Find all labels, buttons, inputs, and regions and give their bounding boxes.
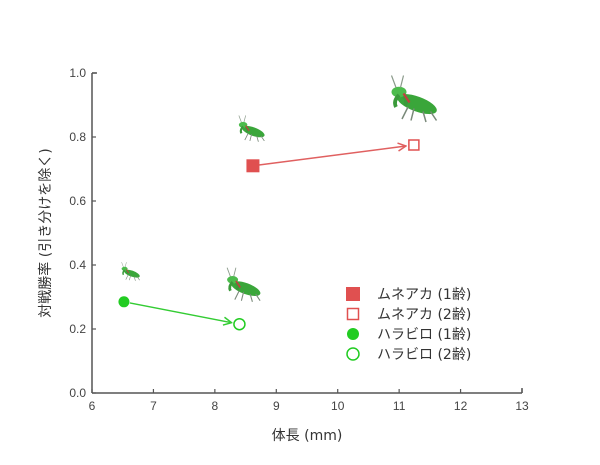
y-tick-label: 0.8 — [69, 130, 86, 144]
circle-filled-marker — [347, 328, 359, 340]
x-tick-label: 9 — [273, 399, 280, 413]
circle-open-marker — [233, 317, 246, 331]
x-tick-label: 11 — [393, 399, 406, 413]
legend-item: ハラビロ (1齢) — [347, 327, 471, 343]
x-tick-label: 8 — [212, 399, 219, 413]
square-open-marker — [408, 139, 420, 151]
y-tick-label: 0.0 — [69, 386, 86, 400]
x-tick-label: 6 — [89, 399, 96, 413]
legend-item: ムネアカ (1齢) — [346, 287, 471, 303]
legend-item: ハラビロ (2齢) — [346, 347, 471, 363]
mantis-icon — [237, 114, 267, 143]
legend-label: ムネアカ (2齢) — [377, 307, 471, 323]
growth-arrow — [129, 302, 232, 323]
mantis-icon — [225, 266, 264, 304]
data-points — [118, 139, 420, 331]
square-open-marker — [346, 307, 360, 321]
x-tick-label: 12 — [454, 399, 468, 413]
mantis-illustrations — [120, 73, 442, 304]
x-tick-group: 6 7 8 9 10 11 12 13 — [89, 389, 529, 413]
legend-label: ハラビロ (1齢) — [377, 327, 471, 343]
y-tick-label: 1.0 — [69, 66, 86, 80]
circle-open-marker — [346, 347, 360, 361]
x-tick-label: 13 — [515, 399, 529, 413]
y-tick-label: 0.4 — [69, 258, 86, 272]
x-tick-label: 10 — [331, 399, 345, 413]
y-tick-label: 0.6 — [69, 194, 86, 208]
legend-label: ハラビロ (2齢) — [377, 347, 471, 363]
legend: ムネアカ (1齢) ムネアカ (2齢) ハラビロ (1齢) ハラビロ (2齢) — [346, 287, 471, 363]
y-axis-title: 対戦勝率 (引き分けを除く) — [37, 148, 54, 317]
square-filled-marker — [246, 159, 260, 173]
mantis-icon — [389, 73, 442, 124]
y-tick-label: 0.2 — [69, 322, 86, 336]
legend-item: ムネアカ (2齢) — [346, 307, 471, 323]
y-tick-group: 0.0 0.2 0.4 0.6 0.8 1.0 — [69, 66, 96, 400]
growth-arrows — [129, 146, 406, 323]
axes — [91, 72, 523, 394]
square-filled-marker — [346, 287, 360, 301]
legend-label: ムネアカ (1齢) — [377, 287, 471, 303]
circle-filled-marker — [118, 296, 130, 308]
x-tick-label: 7 — [150, 399, 157, 413]
growth-arrow — [258, 146, 406, 166]
x-axis-title: 体長 (mm) — [272, 428, 343, 444]
mantis-icon — [120, 261, 142, 282]
